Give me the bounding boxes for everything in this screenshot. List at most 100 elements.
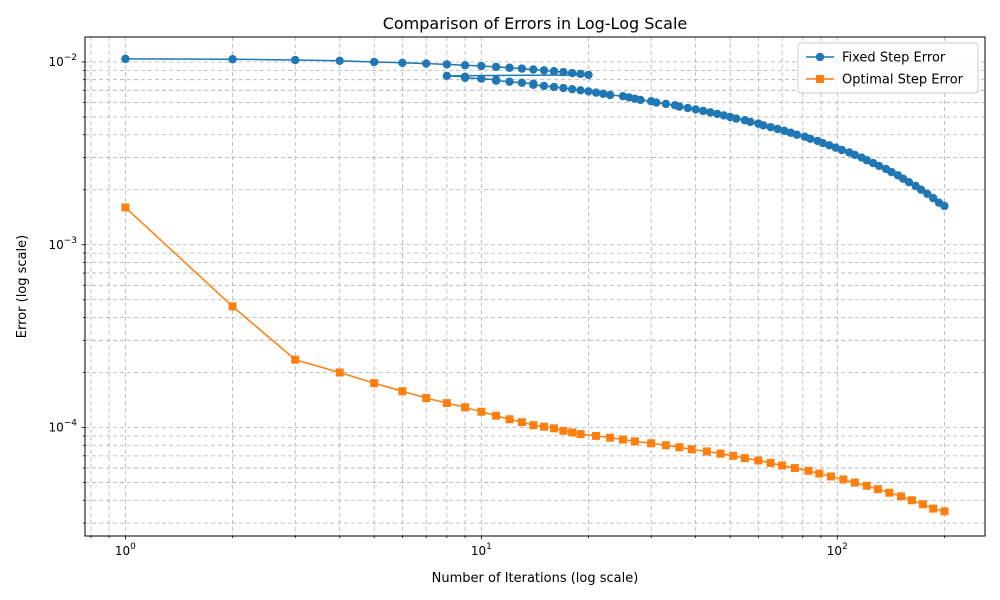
data-point <box>460 73 470 82</box>
data-point <box>940 507 949 516</box>
data-point <box>778 461 787 470</box>
data-point <box>291 55 300 65</box>
ticks: 100 101 102 10−4 10−3 10−2 <box>48 53 945 558</box>
data-point <box>874 161 884 171</box>
data-point <box>759 121 768 130</box>
x-tick-label: 100 <box>115 542 136 558</box>
data-point <box>652 98 661 107</box>
data-point <box>618 435 627 444</box>
data-point <box>477 407 486 416</box>
data-point <box>862 156 871 165</box>
legend-marker <box>815 52 825 62</box>
data-point <box>291 355 300 364</box>
data-point <box>687 445 696 454</box>
data-point <box>370 379 379 388</box>
y-tick-label: 10−3 <box>48 236 77 252</box>
data-point <box>442 71 452 81</box>
legend-marker <box>816 75 824 83</box>
data-point <box>885 488 894 497</box>
data-point <box>706 108 715 117</box>
y-tick-label: 10−4 <box>48 419 77 435</box>
data-point <box>517 418 526 427</box>
data-point <box>729 451 738 460</box>
y-axis-label: Error (log scale) <box>15 235 30 338</box>
data-point <box>790 464 799 473</box>
legend: Fixed Step Error Optimal Step Error <box>797 42 979 94</box>
data-point <box>492 411 501 420</box>
data-point <box>675 443 684 452</box>
data-point <box>584 87 593 96</box>
data-point <box>549 82 559 92</box>
data-point <box>766 458 775 467</box>
data-point <box>773 124 782 134</box>
data-point <box>398 58 407 67</box>
data-point <box>505 415 514 424</box>
data-point <box>647 439 656 448</box>
data-point <box>806 134 815 143</box>
x-tick-label: 101 <box>471 542 492 558</box>
data-point <box>549 67 559 76</box>
data-point <box>517 64 527 73</box>
data-point <box>837 145 847 155</box>
data-point <box>568 68 577 78</box>
data-point <box>576 430 585 439</box>
data-point <box>716 449 725 458</box>
data-point <box>477 74 486 83</box>
data-point <box>850 478 859 487</box>
data-point <box>862 481 871 490</box>
data-point <box>228 55 237 64</box>
series-layer <box>121 54 949 516</box>
data-point <box>121 54 130 64</box>
legend-label: Fixed Step Error <box>842 51 946 66</box>
x-tick-label: 102 <box>827 542 848 558</box>
data-point <box>661 441 670 450</box>
legend-label: Optimal Step Error <box>842 73 964 88</box>
data-point <box>850 150 860 160</box>
data-point <box>804 466 813 475</box>
data-point <box>335 56 344 66</box>
data-point <box>698 106 708 116</box>
data-point <box>369 57 379 67</box>
data-point <box>461 403 470 412</box>
data-point <box>636 95 645 105</box>
data-point <box>529 65 538 74</box>
data-point <box>539 81 549 91</box>
data-point <box>335 368 344 377</box>
data-point <box>568 428 577 437</box>
data-point <box>826 472 835 481</box>
data-point <box>887 167 896 177</box>
data-point <box>825 141 834 150</box>
x-axis-label: Number of Iterations (log scale) <box>432 571 639 586</box>
data-point <box>121 203 130 212</box>
data-point <box>675 102 684 111</box>
data-point <box>740 454 749 463</box>
data-point <box>559 67 568 77</box>
data-point <box>539 66 549 75</box>
grid <box>85 37 985 536</box>
data-point <box>940 201 949 211</box>
data-point <box>559 83 568 93</box>
data-point <box>713 109 722 119</box>
data-point <box>732 114 741 123</box>
data-point <box>505 63 514 72</box>
data-point <box>460 61 470 70</box>
data-point <box>780 126 789 136</box>
data-point <box>702 447 711 456</box>
data-point <box>719 111 729 120</box>
data-point <box>442 399 451 408</box>
data-point <box>491 76 501 85</box>
data-point <box>477 61 486 71</box>
chart-title: Comparison of Errors in Log-Log Scale <box>383 14 688 33</box>
plot-frame <box>84 36 986 537</box>
data-point <box>904 177 914 187</box>
data-point <box>605 90 615 100</box>
data-point <box>792 130 802 139</box>
data-point <box>746 117 755 127</box>
data-point <box>540 422 549 431</box>
data-point <box>228 302 237 311</box>
data-point <box>592 431 601 440</box>
data-point <box>559 426 568 435</box>
data-point <box>576 86 585 95</box>
data-point <box>683 103 692 113</box>
